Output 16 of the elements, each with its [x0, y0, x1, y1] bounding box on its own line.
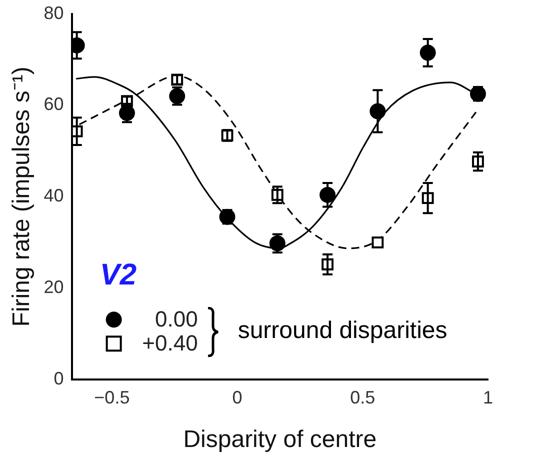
legend-label: +0.40	[142, 330, 198, 356]
y-tick-label: 40	[44, 186, 64, 206]
x-tick-label: −0.5	[94, 387, 130, 408]
legend-title: surround disparities	[238, 317, 448, 344]
x-tick-label: 0.5	[350, 387, 376, 408]
y-tick-label: 0	[54, 368, 64, 389]
y-tick-label: 60	[44, 94, 64, 114]
annotation: V2	[100, 258, 137, 292]
y-axis-title: Firing rate (impulses s⁻¹)	[8, 66, 36, 327]
y-tick-label: 20	[44, 277, 64, 298]
point	[372, 236, 384, 248]
y-tick-label: 80	[44, 2, 64, 23]
x-axis-title: Disparity of centre	[183, 426, 377, 454]
x-tick-label: 1	[482, 387, 494, 408]
x-tick-label: 0	[232, 387, 242, 408]
legend-label: 0.00	[154, 306, 198, 332]
